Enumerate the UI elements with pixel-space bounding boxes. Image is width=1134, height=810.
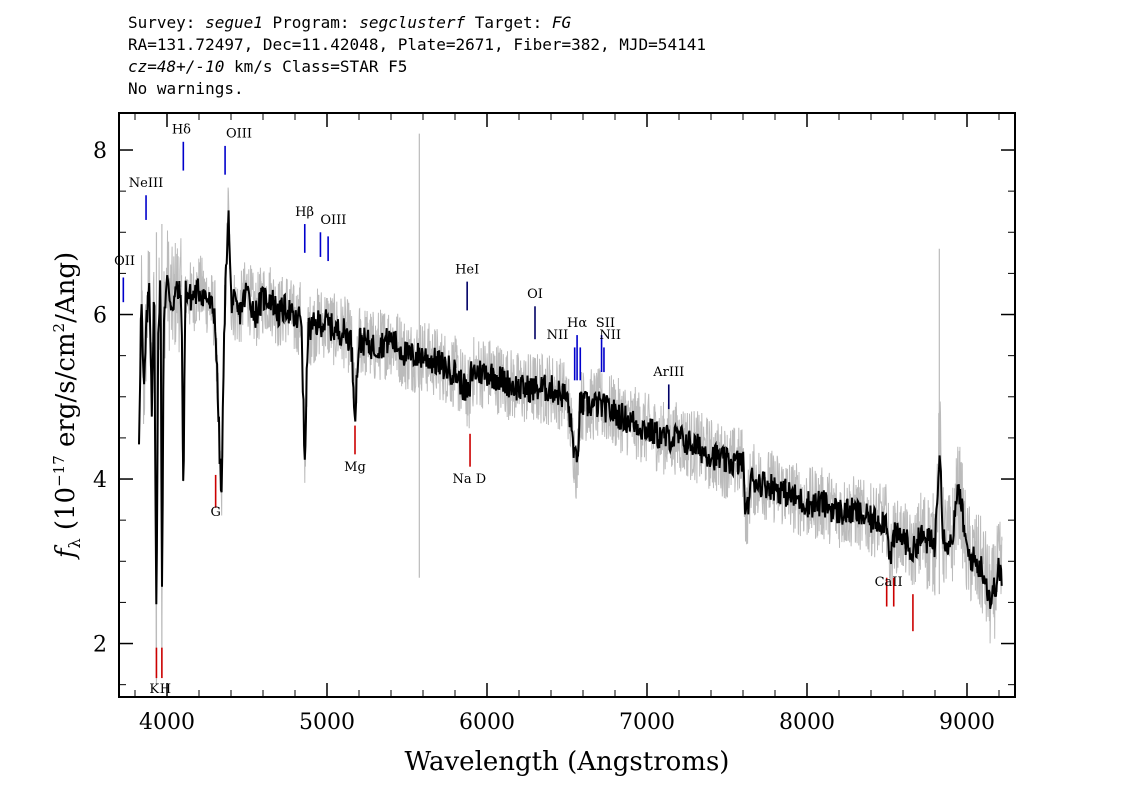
header-line-coordinates: RA=131.72497, Dec=11.42048, Plate=2671, … [128, 35, 706, 54]
raw-flux-series [138, 133, 1003, 685]
target-value: FG [551, 13, 572, 32]
line-label: Hα [567, 316, 587, 331]
survey-value: segue1 [205, 13, 263, 32]
redshift-value: cz=48+/-10 [128, 57, 225, 76]
header-line-redshift: cz=48+/-10 km/s Class=STAR F5 [128, 56, 706, 78]
y-tick-label: 6 [93, 304, 107, 329]
plot-frame [118, 112, 1016, 698]
y-axis-open: (10 [51, 487, 81, 539]
target-label: Target: [465, 13, 552, 32]
y-tick-label: 2 [93, 633, 107, 658]
class-text: km/s Class=STAR F5 [224, 57, 408, 76]
x-tick-label: 7000 [619, 710, 675, 735]
x-axis-title: Wavelength (Angstroms) [405, 747, 730, 777]
line-label: OIII [226, 127, 252, 142]
y-axis-mid: erg/s/cm [51, 332, 81, 455]
line-label: OIII [320, 213, 346, 228]
line-label: NII [547, 328, 569, 343]
program-value: segclusterf [359, 13, 466, 32]
line-label: OI [527, 287, 543, 302]
spectrum-header: Survey: segue1 Program: segclusterf Targ… [128, 12, 706, 100]
x-tick-label: 8000 [779, 710, 835, 735]
line-label: Na D [453, 472, 487, 487]
axis-ticks: 4000 5000 6000 7000 8000 9000 2 4 6 8 [93, 113, 1015, 735]
x-tick-label: 5000 [299, 710, 355, 735]
header-line-survey: Survey: segue1 Program: segclusterf Targ… [128, 12, 706, 34]
smoothed-flux-line [138, 210, 1003, 610]
line-label: NeIII [129, 176, 163, 191]
y-axis-sub: λ [65, 538, 84, 548]
line-label: Mg [344, 460, 366, 475]
line-label: CaII [875, 575, 903, 590]
line-label: OII [114, 254, 135, 269]
x-tick-label: 6000 [459, 710, 515, 735]
line-label: Hδ [172, 123, 191, 138]
line-label: NII [599, 328, 621, 343]
y-axis-exp2: 2 [50, 323, 68, 333]
x-tick-label: 9000 [939, 710, 995, 735]
line-label: ArIII [652, 365, 684, 380]
y-axis-title: fλ (10−17 erg/s/cm2/Ang) [50, 252, 84, 560]
line-label: H [160, 682, 171, 697]
line-label: Hβ [295, 205, 314, 220]
smoothed-flux-series [138, 210, 1003, 610]
line-label: K [149, 682, 159, 697]
line-label: HeI [455, 262, 479, 277]
line-label: G [210, 505, 220, 520]
line-label: SII [596, 316, 615, 331]
y-axis-exp: −17 [50, 455, 68, 487]
y-axis-close: /Ang) [51, 252, 81, 323]
survey-label: Survey: [128, 13, 206, 32]
program-label: Program: [262, 13, 360, 32]
x-tick-label: 4000 [139, 710, 195, 735]
y-tick-label: 4 [93, 468, 107, 493]
header-line-warnings: No warnings. [128, 79, 244, 98]
y-tick-label: 8 [93, 139, 107, 164]
